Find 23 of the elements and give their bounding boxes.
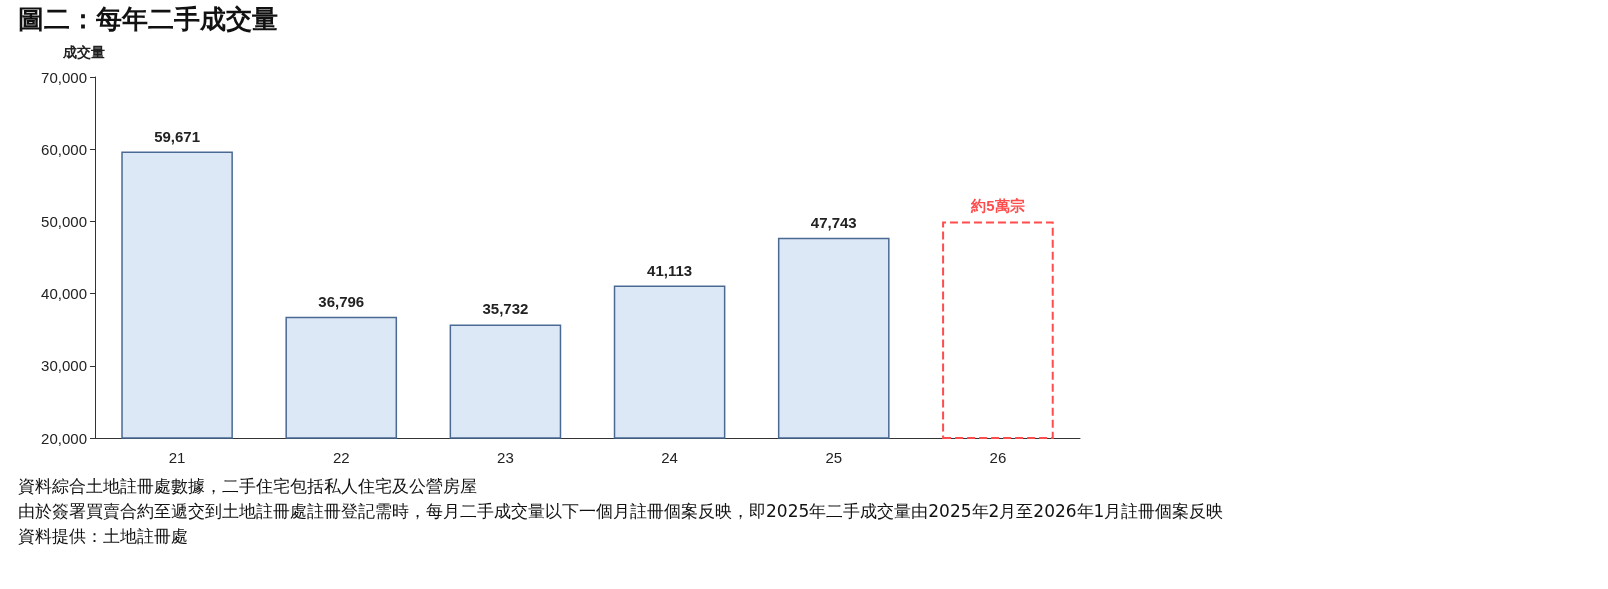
y-tick-label: 40,000 <box>41 285 87 303</box>
y-tick-label: 30,000 <box>41 357 87 375</box>
x-tick-label: 23 <box>497 449 514 466</box>
data-label: 47,743 <box>810 213 857 231</box>
x-tick-label: 26 <box>989 449 1007 466</box>
y-tick-label: 50,000 <box>41 212 87 230</box>
text: 資料綜合土地註冊處數據，二手住宅包括私人住宅及公營房屋 <box>18 475 478 498</box>
x-tick-label: 21 <box>168 449 186 466</box>
x-tick-label: 25 <box>825 449 843 466</box>
chart-title: 圖二：每年二手成交量 <box>18 3 278 36</box>
y-tick-label: 70,000 <box>41 68 87 86</box>
x-tick-label: 24 <box>661 449 678 466</box>
data-label: 35,732 <box>482 300 529 318</box>
y-tick-label: 60,000 <box>41 140 87 158</box>
y-tick-label: 20,000 <box>41 429 87 447</box>
text: 資料提供：土地註冊處 <box>18 525 189 548</box>
data-label: 41,113 <box>647 261 693 279</box>
x-tick-label: 22 <box>332 449 350 466</box>
data-label: 59,671 <box>154 127 201 145</box>
y-axis-title: 成交量 <box>62 44 105 60</box>
data-label: 36,796 <box>318 292 365 310</box>
text: 由於簽署買賣合約至遞交到土地註冊處註冊登記需時，每月二手成交量以下一個月註冊個案反映，即2025年二手成交量由2025年2月至2026年1月註冊個案反映 <box>18 500 1224 523</box>
data-label: 約5萬宗 <box>970 197 1025 215</box>
